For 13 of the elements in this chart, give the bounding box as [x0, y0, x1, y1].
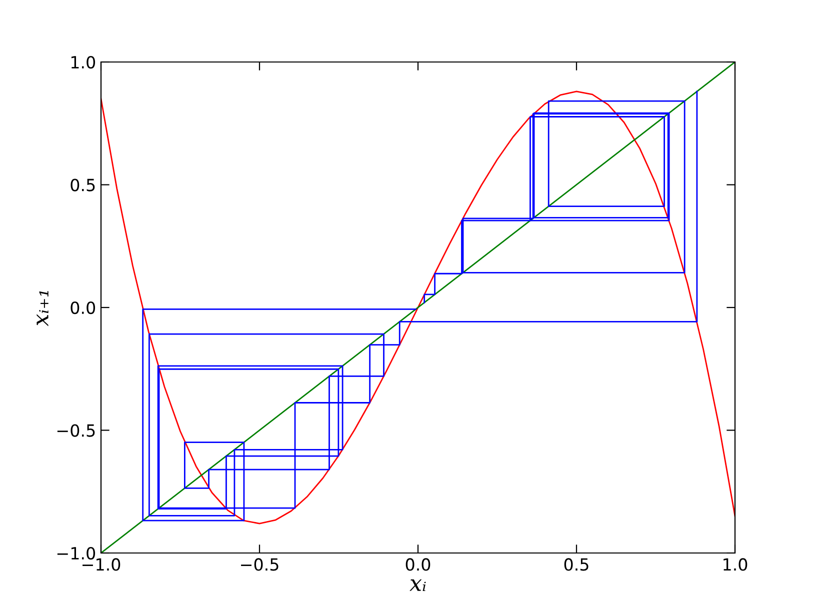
x-tick-label: 0.5	[564, 558, 588, 571]
x-tick-label: 0.0	[406, 558, 430, 571]
x-tick-label: −1.0	[82, 558, 120, 571]
y-tick-label: 1.0	[71, 56, 96, 69]
y-tick-label: 0.0	[70, 301, 96, 314]
line-series	[424, 100, 686, 304]
x-tick-label: 1.0	[724, 558, 748, 571]
x-tick-label: −0.5	[241, 558, 278, 571]
y-tick-label: 0.5	[70, 178, 95, 192]
y-tick-label: −0.5	[57, 424, 95, 437]
y-axis-title: xᵢ₊₁	[36, 291, 48, 326]
x-axis-title: xᵢ	[410, 579, 426, 591]
y-tick-label: −1.0	[57, 546, 96, 560]
